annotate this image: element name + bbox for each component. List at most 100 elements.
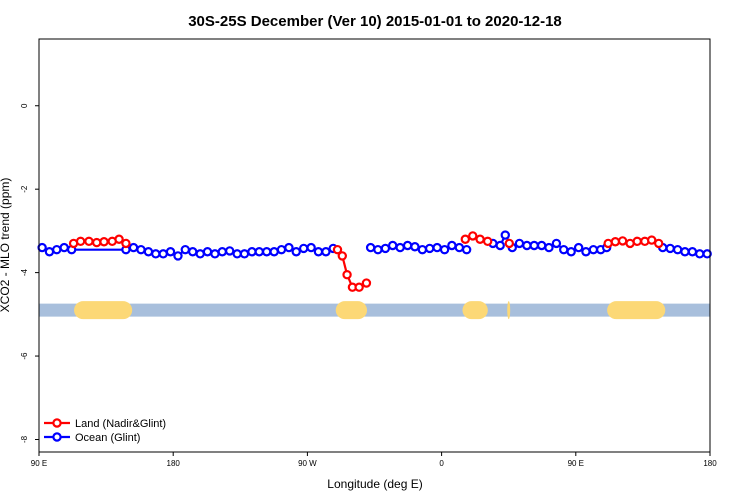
ocean-glint-point: [522, 240, 532, 251]
ocean-glint-point: [59, 242, 69, 253]
y-tick-label: -2: [20, 185, 29, 193]
land-nadir-glint-point: [114, 234, 124, 244]
ocean-glint-point: [424, 243, 435, 254]
ocean-glint-point: [581, 247, 591, 257]
land-nadir-glint-point: [92, 237, 102, 248]
ocean-glint-point: [373, 244, 383, 255]
legend-marker-land-nadir-glint: [52, 418, 62, 428]
ocean-glint-point: [395, 242, 405, 253]
ocean-glint-point: [37, 242, 47, 253]
land-nadir-glint-point: [482, 236, 493, 247]
ocean-glint-point: [695, 249, 705, 259]
ocean-glint-point: [665, 243, 675, 254]
land-nadir-glint-point: [617, 236, 628, 246]
legend: Land (Nadir&Glint) Ocean (Glint): [44, 418, 166, 444]
ocean-glint-point: [321, 247, 331, 257]
ocean-glint-point: [261, 247, 272, 257]
ocean-glint-point: [128, 242, 139, 253]
land-nadir-glint-point: [354, 282, 364, 292]
axes: 90 E 180 90 W 0 90 E 180 0 -2 -4 -6 -8: [20, 38, 717, 468]
land-band-4: [607, 301, 666, 320]
land-nadir-glint-point: [504, 238, 514, 249]
land-nadir-glint-point: [654, 238, 664, 249]
ocean-glint-point: [52, 244, 62, 255]
ocean-glint-point: [680, 247, 690, 257]
land-nadir-glint-point: [475, 234, 485, 244]
land-nadir-glint-point: [337, 251, 347, 261]
ocean-glint-point: [276, 244, 287, 255]
land-nadir-glint-point: [332, 244, 343, 255]
ocean-glint-point: [544, 242, 554, 253]
ocean-glint-point: [402, 240, 413, 251]
x-tick-label: 90 E: [31, 459, 47, 468]
y-axis-label: XCO2 - MLO trend (ppm): [0, 178, 12, 313]
plot-frame: [38, 38, 711, 453]
ocean-glint-point: [291, 247, 301, 257]
land-nadir-glint-point: [121, 238, 131, 249]
ocean-glint-point: [313, 247, 324, 257]
land-nadir-glint-point: [75, 236, 86, 247]
y-tick-label: -6: [20, 352, 29, 360]
x-tick-label: 0: [439, 459, 444, 468]
x-tick-label: 90 W: [298, 459, 317, 468]
land-nadir-glint-point: [610, 237, 621, 247]
ocean-glint-point: [380, 243, 391, 254]
ocean-glint-point: [158, 249, 168, 259]
ocean-glint-point: [44, 247, 55, 257]
ocean-glint-point: [702, 249, 712, 259]
land-nadir-glint-point: [632, 236, 642, 247]
legend-label-ocean-glint: Ocean (Glint): [75, 432, 140, 444]
ocean-glint-point: [306, 242, 316, 253]
land-nadir-glint-point: [99, 237, 109, 247]
ocean-glint-point: [225, 246, 235, 256]
ocean-glint-point: [495, 240, 505, 251]
ocean-glint-point: [188, 247, 198, 257]
ocean-glint-point: [410, 242, 420, 252]
ocean-glint-point: [143, 247, 154, 257]
legend-label-land-nadir-glint: Land (Nadir&Glint): [75, 418, 166, 430]
ocean-glint-point: [588, 244, 599, 255]
series-layer: [37, 230, 712, 292]
x-tick-label: 90 E: [568, 459, 584, 468]
ocean-glint-point: [447, 240, 457, 251]
y-tick-label: 0: [20, 103, 29, 108]
ocean-glint-point: [136, 244, 146, 255]
x-tick-label: 180: [167, 459, 181, 468]
land-nadir-glint-point: [646, 235, 657, 245]
ocean-glint-point: [195, 249, 205, 259]
land-nadir-glint-point: [468, 231, 478, 241]
ocean-glint-point: [566, 247, 576, 257]
ocean-glint-point: [247, 247, 257, 257]
ocean-glint-point: [514, 238, 525, 249]
ocean-glint-point: [500, 230, 510, 240]
ocean-glint-point: [529, 240, 539, 251]
ocean-glint-point: [365, 242, 376, 253]
ocean-glint-point: [151, 249, 161, 259]
x-axis-label: Longitude (deg E): [327, 477, 422, 491]
ocean-glint-point: [284, 242, 294, 253]
ocean-glint-point: [687, 247, 698, 257]
ocean-glint-point: [202, 247, 213, 257]
ocean-glint-point: [536, 240, 547, 251]
land-nadir-glint-point: [342, 270, 352, 280]
ocean-glint-point: [454, 242, 465, 253]
ocean-glint-point: [180, 244, 190, 255]
ocean-glint-point: [210, 249, 220, 259]
ocean-glint-point: [387, 240, 398, 251]
ocean-glint-point: [432, 242, 442, 253]
ocean-glint-point: [232, 249, 242, 259]
ocean-glint-point: [461, 244, 472, 255]
ocean-glint-point: [173, 251, 183, 261]
chart-title: 30S-25S December (Ver 10) 2015-01-01 to …: [188, 13, 562, 30]
land-nadir-glint-point: [84, 236, 94, 247]
ocean-glint-point: [269, 247, 279, 257]
legend-marker-ocean-glint: [52, 432, 62, 442]
ocean-glint-point: [298, 243, 309, 254]
ocean-glint-point: [417, 244, 428, 255]
ocean-glint-point: [573, 242, 584, 253]
ocean-glint-point: [239, 249, 250, 259]
ocean-glint-point: [672, 244, 683, 255]
land-nadir-glint-point: [603, 238, 613, 249]
land-band-3: [507, 301, 511, 320]
